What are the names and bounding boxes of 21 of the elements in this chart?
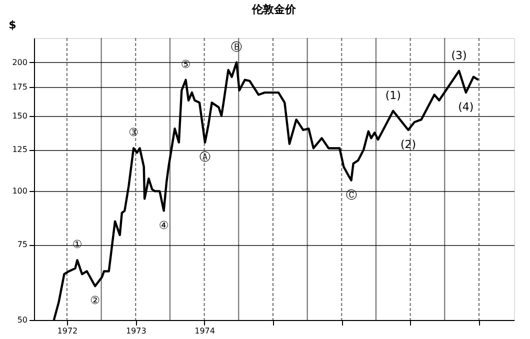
chart-title: 伦敦金价 — [251, 3, 297, 16]
y-tick-label: 75 — [17, 240, 28, 250]
y-tick-label: 200 — [12, 58, 28, 67]
y-axis-title: $ — [8, 18, 16, 32]
x-tick-label: 1974 — [194, 326, 215, 336]
x-tick-label: 1973 — [126, 326, 146, 336]
annotation: (2) — [400, 138, 416, 151]
annotation: (3) — [451, 48, 467, 62]
annotation: ④ — [158, 218, 169, 232]
annotation: (1) — [385, 88, 401, 102]
annotation: ③ — [128, 126, 139, 140]
x-tick-label: 1972 — [57, 326, 78, 336]
y-tick-label: 100 — [12, 186, 28, 196]
y-tick-label: 50 — [17, 316, 28, 324]
annotation: Ⓐ — [199, 150, 210, 164]
annotation: (4) — [458, 100, 474, 114]
annotation: ② — [90, 294, 100, 308]
annotation: Ⓒ — [346, 188, 357, 202]
y-tick-label: 150 — [12, 111, 28, 120]
y-tick-label: 175 — [12, 82, 28, 92]
y-tick-label: 125 — [12, 145, 28, 154]
